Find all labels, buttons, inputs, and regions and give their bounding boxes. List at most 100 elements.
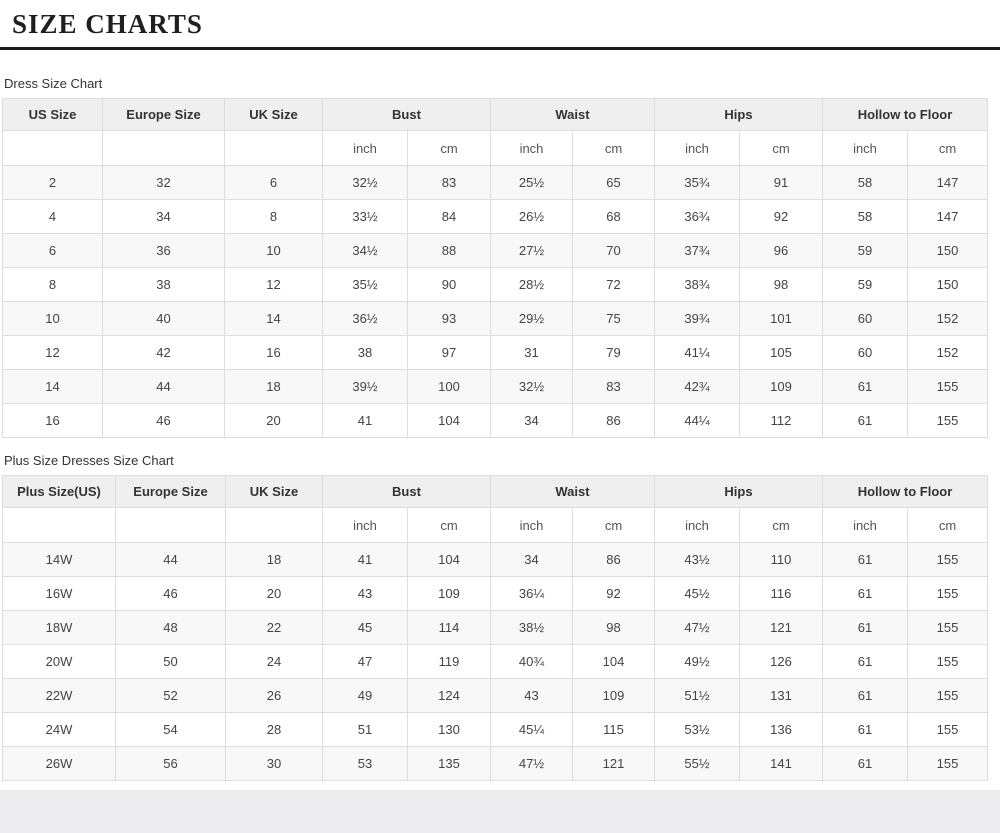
dress-size-table: US Size Europe Size UK Size Bust Waist H… (2, 98, 988, 438)
unit-header-cm: cm (907, 507, 988, 543)
table-cell: 29½ (490, 301, 573, 336)
table-cell: 75 (572, 301, 655, 336)
col-header-bust: Bust (322, 98, 491, 131)
table-cell: 46 (115, 576, 226, 611)
table-cell: 41¼ (654, 335, 740, 370)
table-cell: 8 (2, 267, 103, 302)
table-cell: 54 (115, 712, 226, 747)
table-cell: 88 (407, 233, 491, 268)
header-row: US Size Europe Size UK Size Bust Waist H… (2, 98, 988, 131)
table-row: 20W 50 24 47 119 40¾ 104 49½ 126 61 155 (2, 644, 988, 679)
table-cell: 20 (225, 576, 323, 611)
table-cell: 14 (2, 369, 103, 404)
dress-chart-label: Dress Size Chart (4, 76, 103, 91)
table-cell: 59 (822, 267, 908, 302)
table-cell: 25½ (490, 165, 573, 200)
table-cell: 79 (572, 335, 655, 370)
table-cell: 98 (739, 267, 823, 302)
table-cell: 155 (907, 542, 988, 577)
unit-header-inch: inch (322, 130, 408, 166)
table-cell: 150 (907, 233, 988, 268)
table-cell: 147 (907, 165, 988, 200)
col-header-europe-size: Europe Size (102, 98, 225, 131)
unit-header-cm: cm (907, 130, 988, 166)
table-cell: 109 (572, 678, 655, 713)
table-cell: 114 (407, 610, 491, 645)
table-cell: 28 (225, 712, 323, 747)
table-cell: 37¾ (654, 233, 740, 268)
table-cell: 60 (822, 301, 908, 336)
table-cell: 42¾ (654, 369, 740, 404)
table-cell: 34 (490, 542, 573, 577)
col-header-hollow-to-floor: Hollow to Floor (822, 475, 988, 508)
table-cell: 155 (907, 712, 988, 747)
unit-header-inch: inch (822, 130, 908, 166)
table-row: 8 38 12 35½ 90 28½ 72 38¾ 98 59 150 (2, 267, 988, 302)
table-cell: 136 (739, 712, 823, 747)
table-row: 6 36 10 34½ 88 27½ 70 37¾ 96 59 150 (2, 233, 988, 268)
table-cell: 61 (822, 746, 908, 781)
table-cell: 100 (407, 369, 491, 404)
empty-cell (115, 507, 226, 543)
table-cell: 91 (739, 165, 823, 200)
col-header-hollow-to-floor: Hollow to Floor (822, 98, 988, 131)
table-cell: 47½ (654, 610, 740, 645)
table-cell: 61 (822, 369, 908, 404)
table-cell: 45 (322, 610, 408, 645)
table-cell: 61 (822, 542, 908, 577)
table-row: 18W 48 22 45 114 38½ 98 47½ 121 61 155 (2, 610, 988, 645)
col-header-plus-size-us: Plus Size(US) (2, 475, 116, 508)
table-cell: 34 (490, 403, 573, 438)
page-title: SIZE CHARTS (12, 9, 203, 39)
table-cell: 4 (2, 199, 103, 234)
table-cell: 104 (407, 403, 491, 438)
table-cell: 41 (322, 403, 408, 438)
table-cell: 10 (2, 301, 103, 336)
table-cell: 86 (572, 403, 655, 438)
unit-header-inch: inch (490, 130, 573, 166)
table-cell: 36 (102, 233, 225, 268)
table-cell: 14W (2, 542, 116, 577)
table-row: 24W 54 28 51 130 45¼ 115 53½ 136 61 155 (2, 712, 988, 747)
table-cell: 35½ (322, 267, 408, 302)
col-header-hips: Hips (654, 98, 823, 131)
table-cell: 45½ (654, 576, 740, 611)
table-cell: 126 (739, 644, 823, 679)
table-cell: 130 (407, 712, 491, 747)
table-cell: 84 (407, 199, 491, 234)
table-cell: 61 (822, 576, 908, 611)
col-header-waist: Waist (490, 475, 655, 508)
table-cell: 58 (822, 199, 908, 234)
col-header-europe-size: Europe Size (115, 475, 226, 508)
unit-header-cm: cm (572, 507, 655, 543)
table-cell: 26½ (490, 199, 573, 234)
table-cell: 155 (907, 576, 988, 611)
table-cell: 115 (572, 712, 655, 747)
table-cell: 14 (224, 301, 323, 336)
table-cell: 50 (115, 644, 226, 679)
title-bar: SIZE CHARTS (0, 0, 1000, 50)
table-cell: 30 (225, 746, 323, 781)
table-cell: 38½ (490, 610, 573, 645)
table-cell: 35¾ (654, 165, 740, 200)
table-cell: 155 (907, 369, 988, 404)
table-cell: 20 (224, 403, 323, 438)
table-cell: 40¾ (490, 644, 573, 679)
table-cell: 20W (2, 644, 116, 679)
table-cell: 22W (2, 678, 116, 713)
table-cell: 101 (739, 301, 823, 336)
table-cell: 6 (2, 233, 103, 268)
table-cell: 147 (907, 199, 988, 234)
table-cell: 155 (907, 610, 988, 645)
table-cell: 98 (572, 610, 655, 645)
footer-strip (0, 790, 1000, 833)
table-cell: 109 (407, 576, 491, 611)
table-row: 14W 44 18 41 104 34 86 43½ 110 61 155 (2, 542, 988, 577)
table-cell: 44 (115, 542, 226, 577)
empty-cell (2, 507, 116, 543)
table-cell: 12 (2, 335, 103, 370)
table-cell: 121 (739, 610, 823, 645)
table-cell: 44¼ (654, 403, 740, 438)
table-cell: 83 (407, 165, 491, 200)
